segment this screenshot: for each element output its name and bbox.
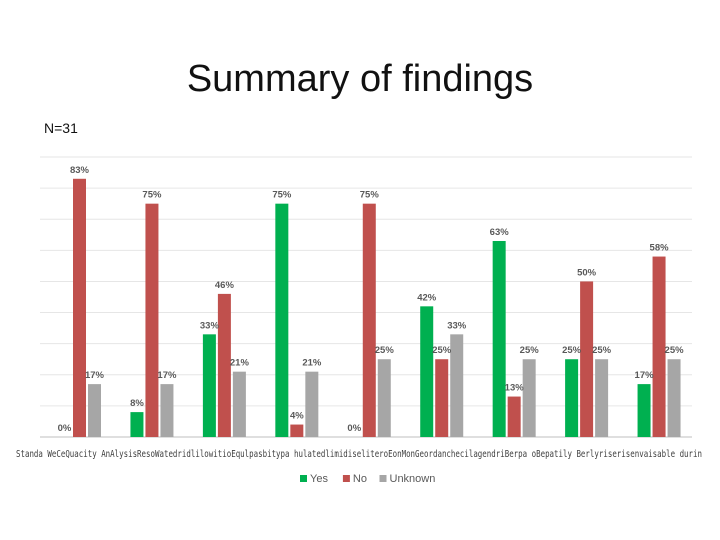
data-label: 33% bbox=[447, 320, 467, 331]
bar-yes bbox=[275, 203, 289, 437]
bar-yes bbox=[565, 359, 579, 437]
findings-bar-chart: 0% 83% 17% 8% 75% 17% 33% 46% 21% 75% 4% 21% 0% 75% 25… bbox=[16, 156, 702, 485]
bars bbox=[73, 178, 681, 437]
sample-size-label: N=31 bbox=[44, 120, 78, 136]
slide-title: Summary of findings bbox=[186, 58, 534, 100]
legend: Yes No Unknown bbox=[300, 473, 435, 485]
bar-unknown bbox=[450, 334, 464, 437]
data-label: 83% bbox=[70, 165, 90, 176]
bar-unknown bbox=[377, 359, 391, 437]
data-label: 75% bbox=[142, 190, 162, 201]
bar-unknown bbox=[595, 359, 609, 437]
bar-unknown bbox=[667, 359, 681, 437]
legend-swatch bbox=[379, 475, 387, 482]
data-label: 13% bbox=[505, 383, 525, 394]
data-label: 21% bbox=[302, 358, 322, 369]
bar-yes bbox=[492, 241, 506, 437]
bar-no bbox=[435, 359, 449, 437]
bar-yes bbox=[420, 306, 434, 437]
data-label: 46% bbox=[215, 280, 235, 291]
category-labels: Standa WeCeQuacity AnAlysisResoWatedridl… bbox=[16, 449, 702, 460]
data-label: 25% bbox=[665, 345, 685, 356]
legend-entry: Unknown bbox=[390, 473, 436, 485]
data-label: 75% bbox=[360, 190, 380, 201]
data-labels: 0% 83% 17% 8% 75% 17% 33% 46% 21% 75% 4% 21% 0% 75% 25… bbox=[58, 165, 684, 434]
bar-unknown bbox=[522, 359, 536, 437]
bar-no bbox=[362, 203, 376, 437]
data-label: 21% bbox=[230, 358, 250, 369]
bar-no bbox=[145, 203, 159, 437]
bar-yes bbox=[637, 384, 651, 437]
bar-yes bbox=[202, 334, 216, 437]
bar-no bbox=[507, 396, 521, 437]
bar-no bbox=[652, 256, 666, 437]
data-label: 75% bbox=[272, 190, 292, 201]
data-label: 4% bbox=[290, 411, 304, 422]
data-label: 33% bbox=[200, 320, 220, 331]
data-label: 42% bbox=[417, 292, 437, 303]
bar-yes bbox=[130, 412, 144, 437]
bar-unknown bbox=[160, 384, 174, 437]
data-label: 0% bbox=[347, 423, 361, 434]
bar-no bbox=[217, 293, 231, 437]
bar-unknown bbox=[88, 384, 101, 437]
data-label: 25% bbox=[432, 345, 452, 356]
data-label: 25% bbox=[562, 345, 582, 356]
data-label: 0% bbox=[58, 423, 72, 434]
data-label: 63% bbox=[490, 227, 510, 238]
bar-no bbox=[73, 178, 86, 437]
data-label: 17% bbox=[157, 370, 177, 381]
data-label: 58% bbox=[650, 243, 670, 254]
data-label: 17% bbox=[635, 370, 655, 381]
legend-swatch bbox=[342, 475, 350, 482]
legend-swatch bbox=[300, 475, 307, 482]
bar-no bbox=[290, 424, 304, 437]
bar-unknown bbox=[232, 371, 246, 437]
legend-entry: No bbox=[353, 473, 367, 485]
legend-entry: Yes bbox=[310, 473, 328, 485]
data-label: 25% bbox=[592, 345, 612, 356]
data-label: 25% bbox=[520, 345, 540, 356]
bar-unknown bbox=[305, 371, 319, 437]
data-label: 17% bbox=[85, 370, 105, 381]
bar-no bbox=[580, 281, 594, 437]
data-label: 8% bbox=[130, 398, 144, 409]
data-label: 25% bbox=[375, 345, 395, 356]
data-label: 50% bbox=[577, 267, 597, 278]
